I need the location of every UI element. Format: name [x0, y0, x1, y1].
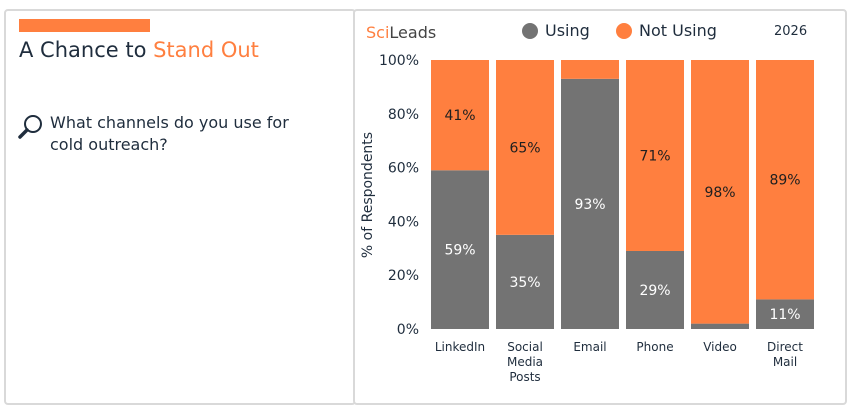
data-label: 98%	[704, 185, 735, 201]
bar-not-using	[626, 60, 684, 251]
scileads-logo: SciLeads	[366, 23, 437, 42]
x-tick-label: Media	[507, 355, 543, 369]
y-tick-label: 20%	[388, 268, 419, 284]
x-tick-label: Email	[573, 340, 606, 354]
legend-dot-using	[522, 22, 538, 39]
x-tick-label: Direct	[767, 340, 803, 354]
data-label: 71%	[639, 148, 670, 164]
title-highlight: Stand Out	[153, 38, 259, 62]
x-tick-label: Video	[703, 340, 737, 354]
x-tick-label: Social	[507, 340, 543, 354]
y-tick-label: 60%	[388, 161, 419, 177]
data-label: 93%	[574, 197, 605, 213]
bar-not-using	[431, 60, 489, 171]
legend-dot-not-using	[616, 22, 632, 39]
data-label: 41%	[444, 108, 475, 124]
data-label: 89%	[769, 173, 800, 189]
data-label: 35%	[509, 275, 540, 291]
bar-not-using	[756, 60, 814, 300]
data-label: 59%	[444, 243, 475, 259]
bar-not-using	[691, 60, 749, 324]
bar-using	[756, 299, 814, 329]
x-tick-label: Phone	[636, 340, 673, 354]
data-label: 11%	[769, 307, 800, 323]
x-tick-label: Mail	[773, 355, 797, 369]
accent-bar	[19, 19, 150, 32]
legend-using: Using	[522, 21, 590, 40]
bar-using	[431, 170, 489, 329]
left-panel	[4, 9, 356, 405]
bar-using	[496, 234, 554, 329]
y-tick-label: 40%	[388, 214, 419, 230]
bar-not-using	[561, 60, 619, 79]
x-tick-label: LinkedIn	[435, 340, 485, 354]
title-prefix: A Chance to	[19, 38, 154, 62]
year-label: 2026	[774, 24, 808, 39]
y-tick-label: 100%	[379, 53, 419, 69]
data-label: 29%	[639, 283, 670, 299]
y-axis-label: % of Respondents	[360, 132, 376, 258]
page-title: A Chance to Stand Out	[19, 38, 259, 62]
magnifier-icon	[18, 115, 42, 139]
bar-using	[626, 250, 684, 329]
bar-using	[561, 78, 619, 329]
bar-using	[691, 323, 749, 329]
y-tick-label: 0%	[397, 322, 419, 338]
data-label: 65%	[509, 140, 540, 156]
y-tick-label: 80%	[388, 107, 419, 123]
x-tick-label: Posts	[509, 370, 540, 384]
survey-question: What channels do you use for cold outrea…	[50, 113, 289, 154]
legend-not-using: Not Using	[616, 21, 717, 40]
bar-not-using	[496, 60, 554, 235]
